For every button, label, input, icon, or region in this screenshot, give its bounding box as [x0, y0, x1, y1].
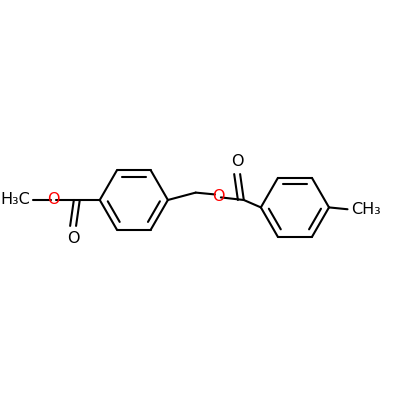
Text: H₃C: H₃C	[1, 192, 30, 208]
Text: O: O	[67, 231, 79, 246]
Text: O: O	[47, 192, 60, 208]
Text: O: O	[231, 154, 244, 169]
Text: CH₃: CH₃	[351, 202, 381, 217]
Text: O: O	[212, 189, 224, 204]
